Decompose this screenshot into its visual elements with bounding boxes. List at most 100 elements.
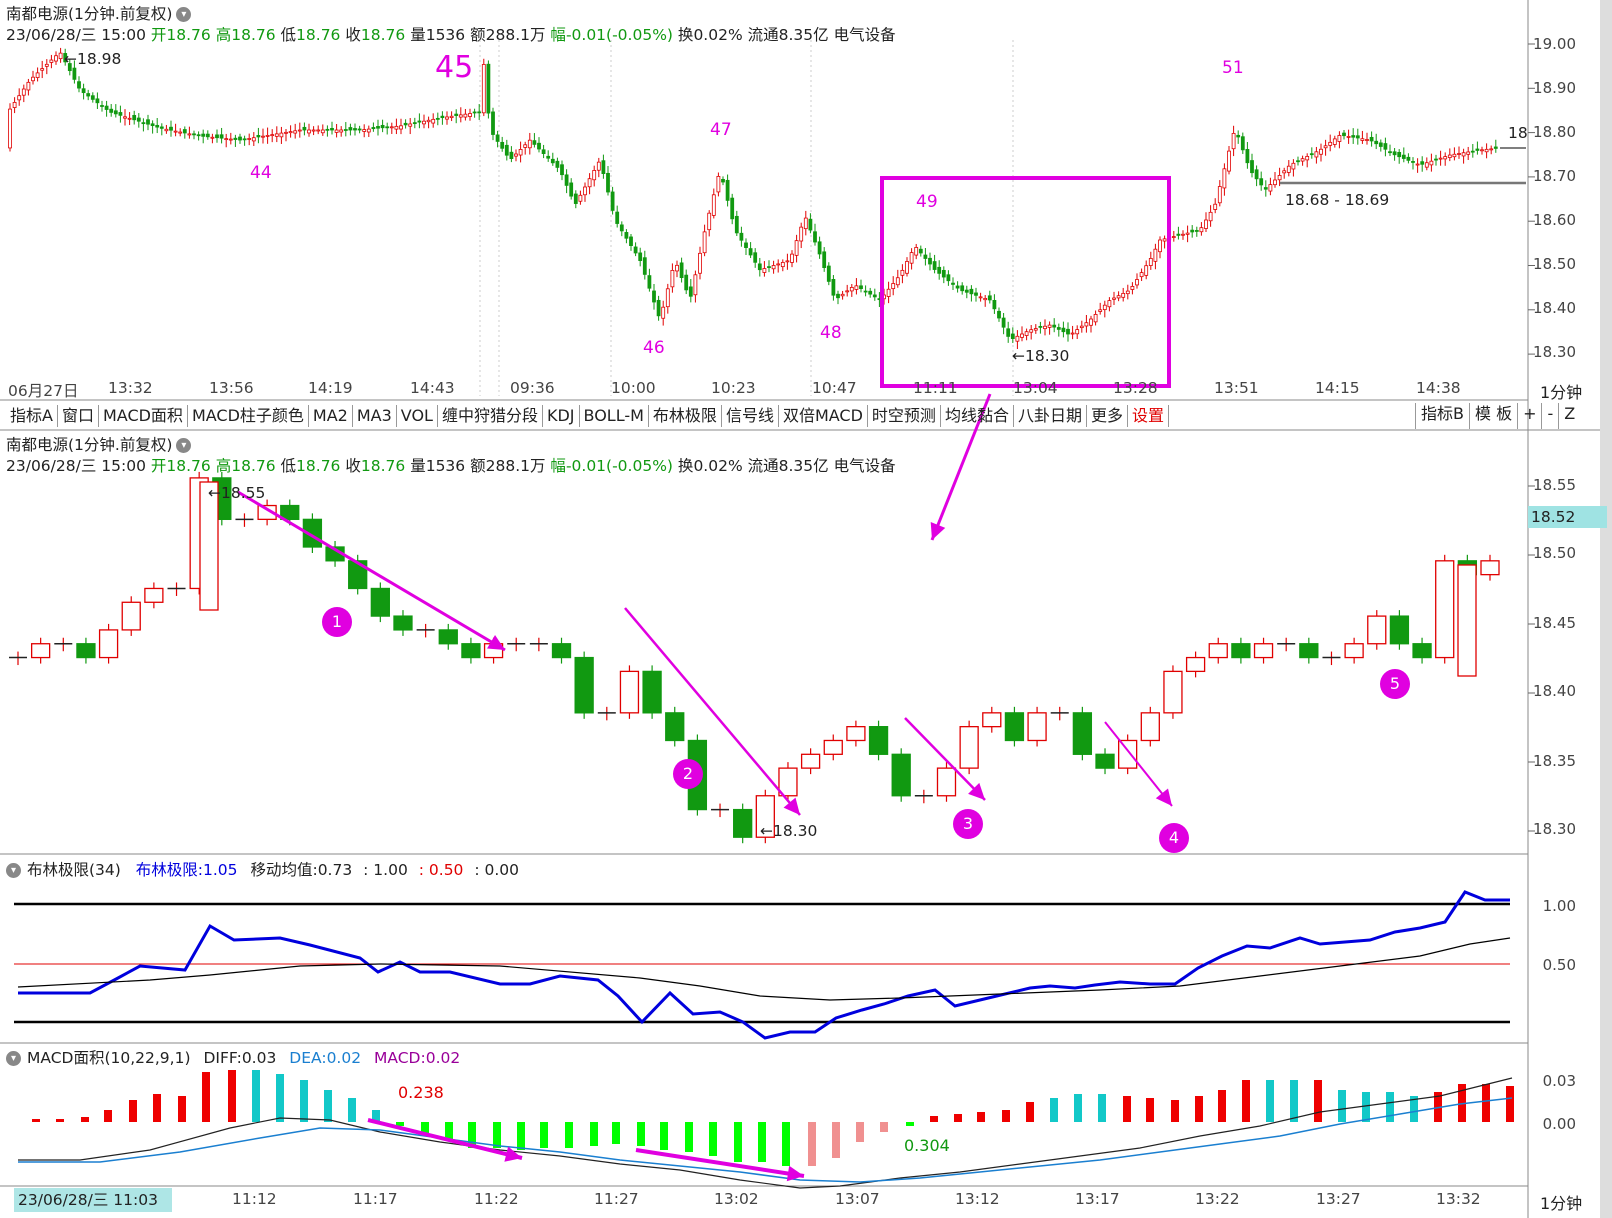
tool-ma-bond[interactable]: 均线黏合	[941, 405, 1014, 427]
top-candle	[932, 261, 937, 270]
top-candle	[1093, 313, 1098, 323]
dropdown-icon[interactable]: ▾	[176, 7, 192, 22]
top-candle	[1360, 138, 1365, 141]
top-candle	[440, 115, 445, 119]
zoom-out-button[interactable]: -	[1541, 403, 1558, 429]
period-label[interactable]: 1分钟	[1540, 1194, 1583, 1213]
top-candle	[1415, 163, 1420, 166]
time-tick: 14:38	[1416, 379, 1461, 397]
tool-more[interactable]: 更多	[1087, 405, 1128, 427]
tool-boll[interactable]: BOLL-M	[580, 405, 649, 427]
top-candle	[1227, 150, 1231, 172]
macd-bar	[81, 1117, 89, 1122]
top-candle	[900, 269, 905, 276]
chg-value: -0.01(-0.05%)	[565, 26, 673, 44]
top-candle	[1319, 148, 1323, 155]
macd-y-tick: 0.00	[1542, 1115, 1576, 1133]
mid-candle	[1118, 739, 1138, 769]
y-tick: 18.30	[1533, 820, 1576, 838]
tool-boll-limit[interactable]: 布林极限	[649, 405, 722, 427]
tool-indicator-b[interactable]: 指标B	[1415, 403, 1469, 429]
dropdown-icon[interactable]: ▾	[176, 438, 192, 453]
tool-ma2[interactable]: MA2	[309, 405, 353, 427]
diff-value: 0.03	[241, 1049, 277, 1067]
top-candle	[40, 68, 45, 71]
top-candle	[606, 172, 610, 193]
top-candle	[90, 95, 95, 100]
time-tick: 09:36	[510, 379, 555, 397]
tool-bagua[interactable]: 八卦日期	[1014, 405, 1087, 427]
tool-macd-color[interactable]: MACD柱子颜色	[188, 405, 309, 427]
top-candle	[1240, 136, 1245, 151]
vol-value: 1536	[425, 457, 466, 475]
top-candle	[1047, 324, 1052, 328]
top-candle	[1420, 161, 1425, 165]
top-candle	[1429, 160, 1434, 166]
top-candle	[997, 310, 1001, 319]
ma-key: 移动均值:	[250, 861, 318, 879]
top-candle	[1098, 309, 1103, 312]
tool-vol[interactable]: VOL	[397, 405, 438, 427]
top-candle	[412, 122, 417, 125]
top-candle	[1056, 327, 1061, 330]
top-candle	[895, 277, 900, 286]
top-candle	[380, 124, 385, 129]
tool-kdj[interactable]: KDJ	[543, 405, 580, 427]
tool-indicator-a[interactable]: 指标A	[6, 405, 58, 427]
top-candle	[1222, 168, 1227, 189]
top-candle	[739, 232, 744, 241]
top-candle	[679, 262, 684, 278]
macd-bar	[880, 1122, 888, 1132]
mid-candle	[1095, 753, 1115, 769]
settings-icon[interactable]: ▾	[6, 1051, 21, 1066]
tool-signal[interactable]: 信号线	[722, 405, 779, 427]
tool-double-macd[interactable]: 双倍MACD	[779, 405, 868, 427]
top-candle	[1392, 151, 1397, 156]
tool-segment[interactable]: 缠中狩猎分段	[438, 405, 543, 427]
top-candle	[1102, 304, 1107, 311]
tool-time-forecast[interactable]: 时空预测	[868, 405, 941, 427]
macd-arrow	[635, 1148, 805, 1178]
top-candle	[661, 306, 666, 319]
top-candle	[1374, 140, 1379, 145]
mid-candle	[30, 643, 51, 659]
top-candle	[698, 252, 702, 274]
tool-window[interactable]: 窗口	[58, 405, 99, 427]
tool-settings[interactable]: 设置	[1128, 405, 1169, 427]
macd-bar	[1218, 1090, 1226, 1122]
top-candle	[518, 148, 523, 156]
turn-label: 换	[677, 457, 694, 475]
mid-candle	[1367, 615, 1387, 645]
top-candle	[1309, 153, 1314, 156]
top-candle	[992, 300, 997, 310]
top-candle	[960, 285, 965, 292]
wave-label: 51	[1222, 58, 1244, 78]
tool-template[interactable]: 模 板	[1468, 403, 1517, 429]
top-candle	[58, 52, 63, 60]
settings-icon[interactable]: ▾	[6, 863, 21, 878]
tool-macd-area[interactable]: MACD面积	[99, 405, 188, 427]
top-candle	[1470, 150, 1475, 153]
macd-bar	[1458, 1084, 1466, 1122]
macd-bar	[276, 1074, 284, 1122]
top-candle	[527, 139, 532, 149]
trend-arrow	[624, 607, 801, 816]
y-tick: 19.00	[1533, 35, 1576, 53]
tool-ma3[interactable]: MA3	[353, 405, 397, 427]
top-candle	[652, 290, 656, 303]
macd-bar	[32, 1119, 40, 1122]
top-candle	[918, 248, 923, 254]
top-candle	[311, 129, 316, 132]
zoom-z-button[interactable]: Z	[1558, 403, 1580, 429]
top-candle	[753, 252, 758, 263]
macd-value: 0.02	[425, 1049, 461, 1067]
quote-date: 23/06/28/三 15:00	[6, 457, 146, 475]
top-candle	[831, 279, 836, 296]
zoom-in-button[interactable]: +	[1517, 403, 1541, 429]
mid-candle	[551, 643, 572, 659]
top-candle	[886, 288, 891, 297]
top-candle	[780, 261, 785, 268]
period-label[interactable]: 1分钟	[1540, 383, 1583, 402]
macd-bar	[421, 1122, 429, 1134]
amt-label: 额	[470, 26, 486, 44]
